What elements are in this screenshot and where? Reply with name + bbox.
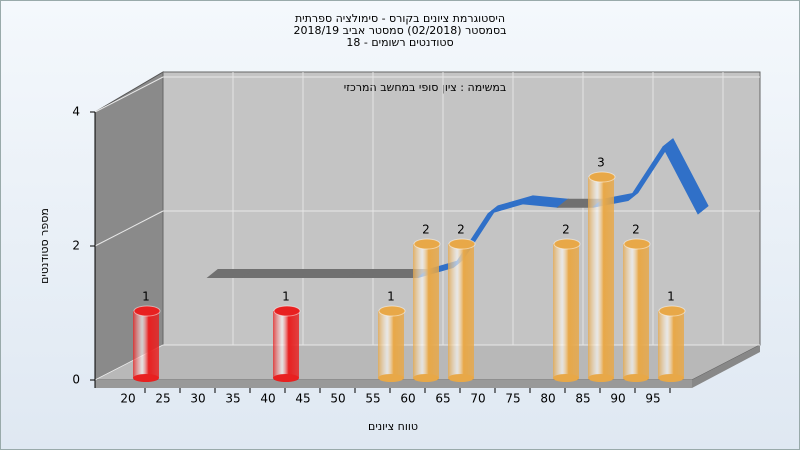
x-tick-label: 50 (330, 392, 345, 406)
floor-edge (692, 345, 760, 388)
data-label: 1 (142, 290, 150, 304)
title-line: בסמסטר (02/2018) סמסטר אביב 2018/19 (293, 24, 506, 37)
bar (273, 311, 299, 378)
data-label: 2 (632, 223, 640, 237)
title-line: סטודנטים רשומים - 18 (346, 36, 453, 49)
x-tick-label: 65 (435, 392, 450, 406)
y-axis-label: מספר סטודנטים (38, 208, 51, 284)
bar (623, 244, 649, 378)
bar-top (133, 305, 161, 317)
bar-base (133, 374, 159, 382)
bar-base (623, 374, 649, 382)
bar-base (378, 374, 404, 382)
x-tick-label: 35 (225, 392, 240, 406)
bar-base (273, 374, 299, 382)
x-tick-label: 85 (575, 392, 590, 406)
x-tick-label: 20 (120, 392, 135, 406)
bar (448, 244, 474, 378)
data-label: 3 (597, 156, 605, 170)
data-label: 2 (457, 223, 465, 237)
x-tick-label: 25 (155, 392, 170, 406)
data-label: 1 (282, 290, 290, 304)
bar-top (553, 238, 581, 250)
y-tick-label: 2 (72, 239, 80, 253)
x-tick-label: 90 (610, 392, 625, 406)
data-label: 2 (562, 223, 570, 237)
data-label: 1 (667, 290, 675, 304)
bar-top (623, 238, 651, 250)
bar-top (378, 305, 406, 317)
bar-top (658, 305, 686, 317)
x-tick-label: 95 (645, 392, 660, 406)
data-label: 1 (387, 290, 395, 304)
bar (133, 311, 159, 378)
grid-line (94, 76, 164, 113)
x-axis-label: טווח ציונים (368, 420, 418, 433)
title-line: היסטוגרמת ציונים בקורס - סימולציה ספרתית (295, 12, 505, 25)
bar (553, 244, 579, 378)
x-tick-label: 70 (470, 392, 485, 406)
x-tick-label: 60 (400, 392, 415, 406)
bar-top (588, 171, 616, 183)
bar-base (658, 374, 684, 382)
bar-base (553, 374, 579, 382)
bar-top (413, 238, 441, 250)
bar-top (273, 305, 301, 317)
y-tick-label: 4 (72, 105, 80, 119)
bar (658, 311, 684, 378)
y-tick-label: 0 (72, 373, 80, 387)
bar-base (588, 374, 614, 382)
x-tick-label: 80 (540, 392, 555, 406)
x-tick-label: 30 (190, 392, 205, 406)
ribbon-segment (662, 138, 709, 215)
x-tick-label: 55 (365, 392, 380, 406)
bar-top (448, 238, 476, 250)
bar (413, 244, 439, 378)
data-label: 2 (422, 223, 430, 237)
bar-base (448, 374, 474, 382)
x-tick-label: 45 (295, 392, 310, 406)
bar-base (413, 374, 439, 382)
floor-front (95, 380, 692, 388)
x-tick-label: 40 (260, 392, 275, 406)
bar (588, 177, 614, 378)
x-tick-label: 75 (505, 392, 520, 406)
bar (378, 311, 404, 378)
subtitle: במשימה : ציון סופי במחשב המרכזי (344, 81, 507, 94)
grid-line (94, 210, 164, 247)
